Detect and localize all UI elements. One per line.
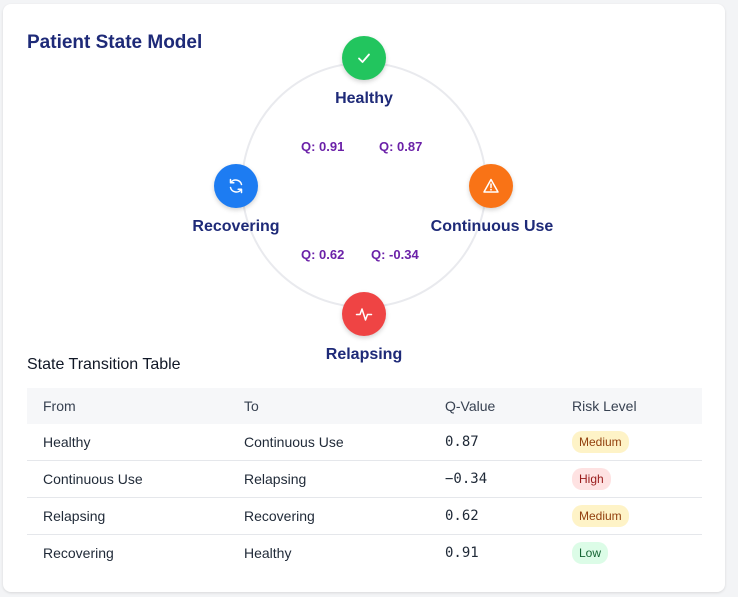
cell-q-value: 0.62 xyxy=(429,497,556,535)
cell-from: Recovering xyxy=(43,545,114,561)
risk-badge: Medium xyxy=(572,505,629,527)
edge-q-recovering-healthy: Q: 0.91 xyxy=(301,139,345,154)
edge-q-continuous-use-relapsing: Q: -0.34 xyxy=(371,247,419,262)
table-row: Relapsing Recovering 0.62 Medium xyxy=(27,497,702,535)
state-transition-table: From To Q-Value Risk Level Healthy Conti… xyxy=(27,388,702,571)
patient-state-card: Patient State Model Healthy Continuous U… xyxy=(3,4,725,592)
column-header-q-value: Q-Value xyxy=(445,398,496,414)
column-header-risk-level: Risk Level xyxy=(572,398,637,414)
warning-triangle-icon xyxy=(483,178,499,193)
cell-from: Healthy xyxy=(27,424,228,461)
risk-badge: Low xyxy=(572,542,609,564)
cell-from: Relapsing xyxy=(27,497,228,535)
table-row: Continuous Use Relapsing −0.34 High xyxy=(27,460,702,498)
state-label-recovering: Recovering xyxy=(192,218,280,235)
cell-to: Recovering xyxy=(228,497,429,535)
activity-pulse-icon xyxy=(355,308,373,321)
table-title: State Transition Table xyxy=(27,356,181,373)
cell-risk: High xyxy=(556,460,702,498)
cell-risk: Medium xyxy=(556,497,702,535)
state-node-relapsing[interactable] xyxy=(342,292,386,336)
column-header-from: From xyxy=(43,398,76,414)
risk-badge: High xyxy=(572,468,611,490)
state-node-healthy[interactable] xyxy=(342,36,386,80)
table-row: Recovering Healthy 0.91 Low xyxy=(27,535,702,572)
edge-q-healthy-continuous-use: Q: 0.87 xyxy=(379,139,423,154)
state-node-recovering[interactable] xyxy=(214,164,258,208)
cell-to: Continuous Use xyxy=(228,424,429,461)
cell-risk: Medium xyxy=(556,424,702,461)
column-header-to: To xyxy=(244,398,259,414)
table-header-row: From To Q-Value Risk Level xyxy=(27,388,702,424)
cell-from: Continuous Use xyxy=(27,460,228,498)
state-label-relapsing: Relapsing xyxy=(325,346,403,363)
check-icon xyxy=(358,53,370,63)
cell-q-value: −0.34 xyxy=(429,460,556,498)
cell-to: Healthy xyxy=(244,545,292,561)
state-label-healthy: Healthy xyxy=(335,90,393,107)
state-diagram: Healthy Continuous Use Relapsing xyxy=(3,4,725,364)
state-node-continuous-use[interactable] xyxy=(469,164,513,208)
cell-risk: Low xyxy=(556,535,702,572)
edge-q-relapsing-recovering: Q: 0.62 xyxy=(301,247,345,262)
page-title: Patient State Model xyxy=(27,32,203,53)
cell-q-value: 0.87 xyxy=(429,424,556,461)
cell-q-value: 0.91 xyxy=(445,545,479,561)
table-row: Healthy Continuous Use 0.87 Medium xyxy=(27,424,702,461)
refresh-icon xyxy=(229,178,243,194)
state-label-continuous-use: Continuous Use xyxy=(430,218,554,235)
risk-badge: Medium xyxy=(572,431,629,453)
cell-to: Relapsing xyxy=(228,460,429,498)
